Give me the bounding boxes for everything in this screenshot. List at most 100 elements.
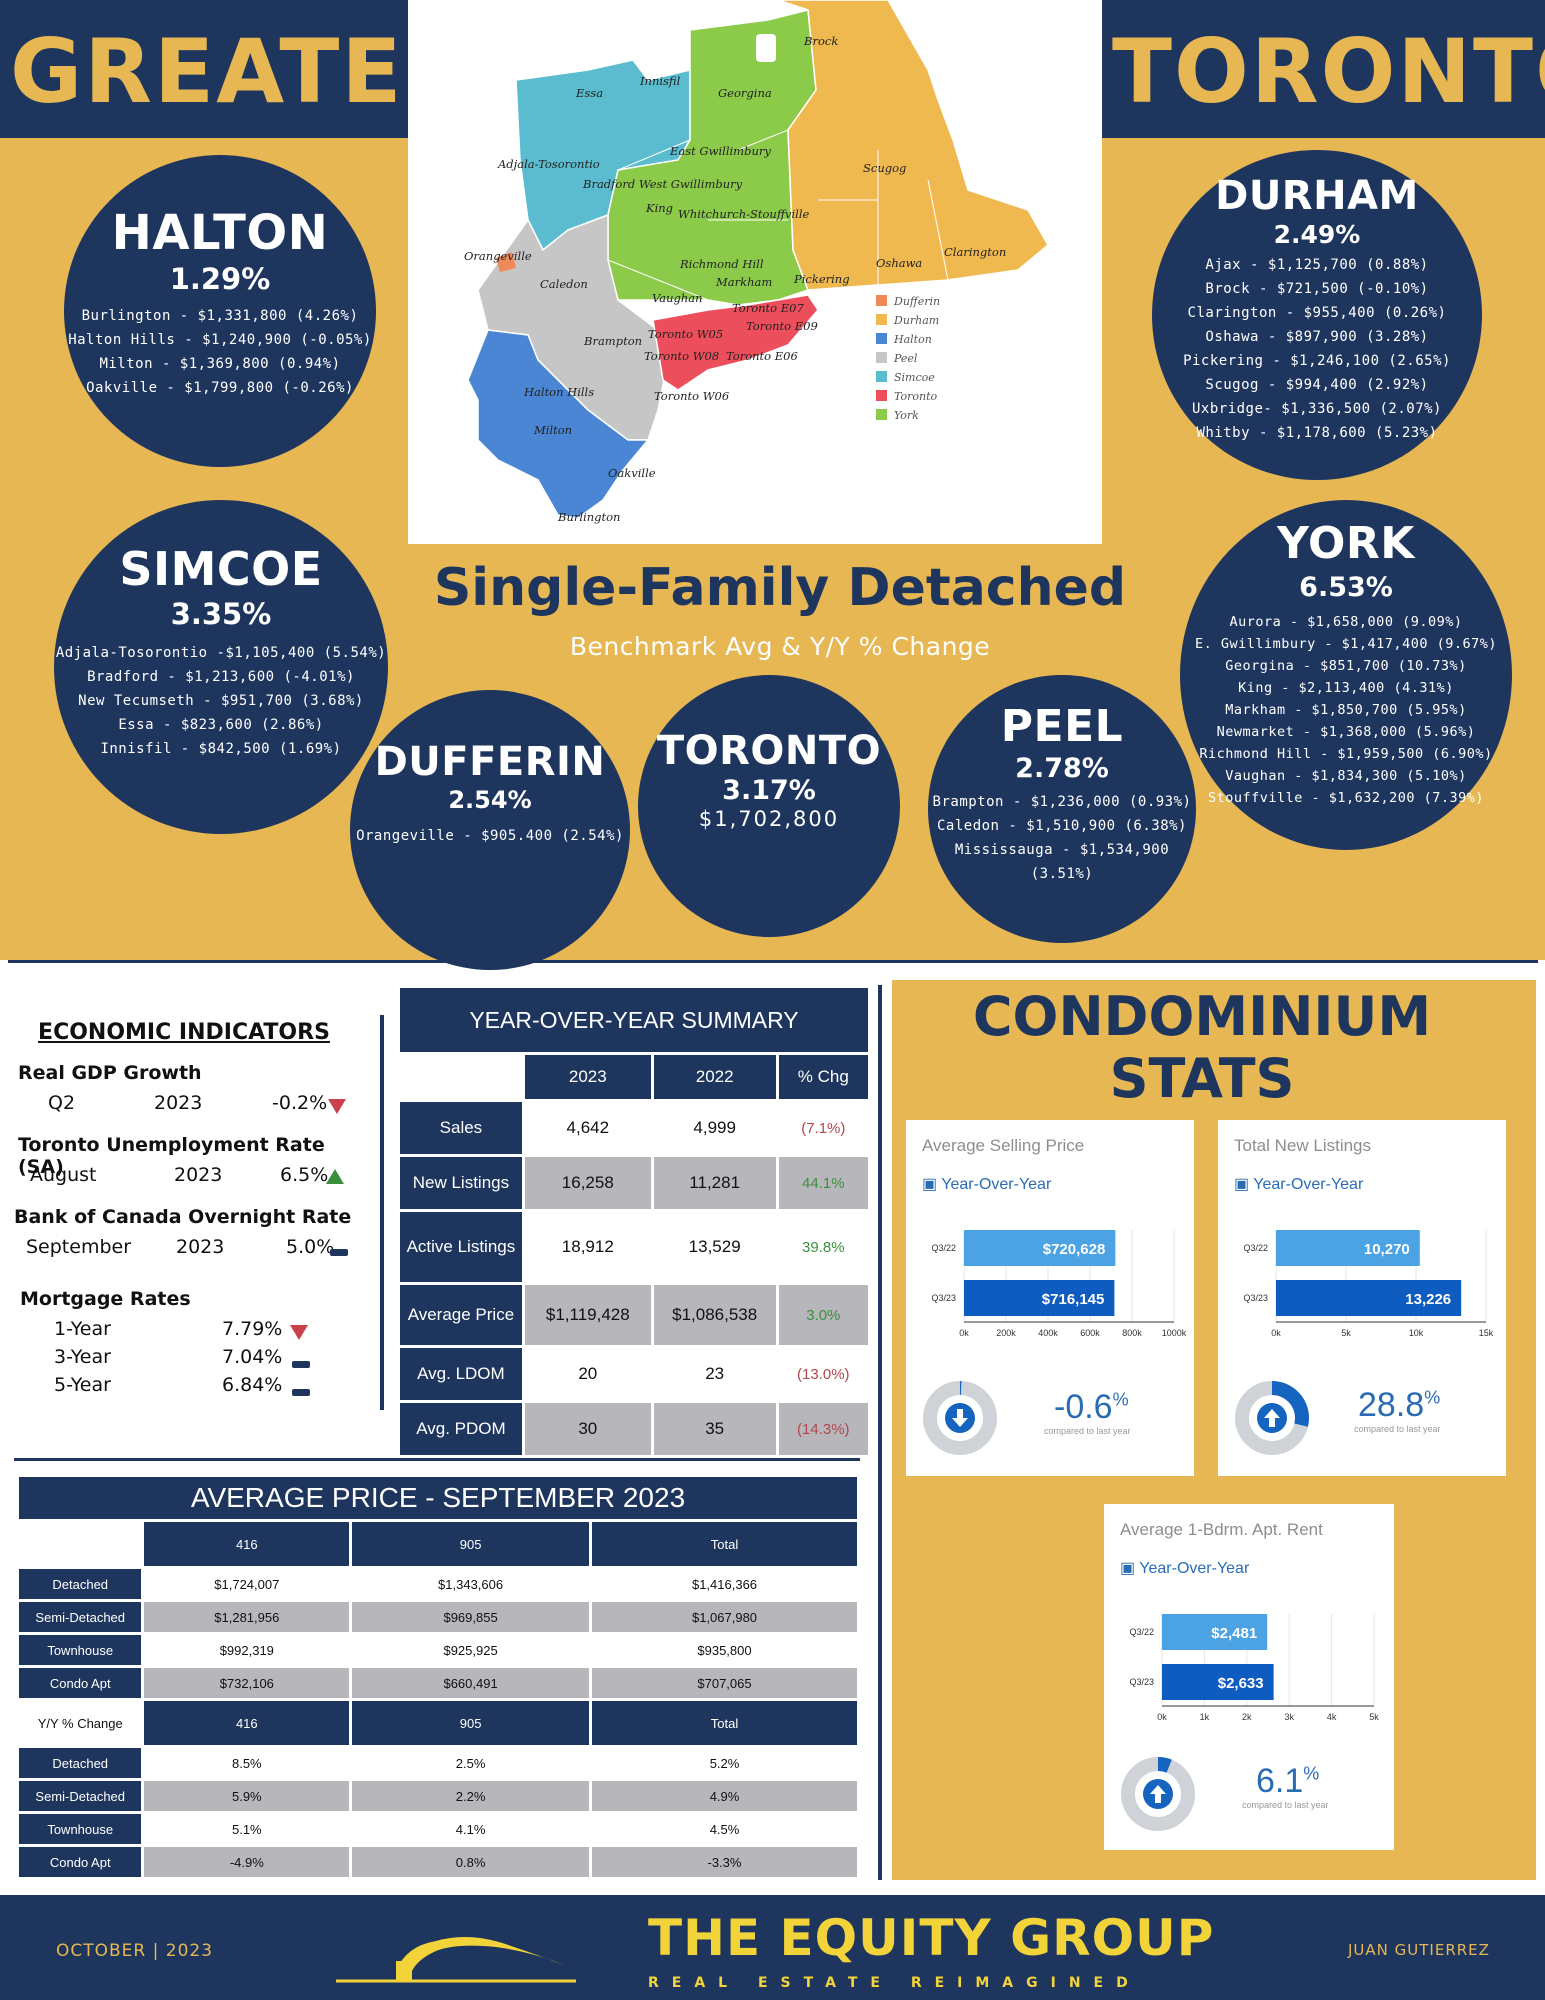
table-row: Avg. LDOM 20 23 (13.0%) [400, 1348, 868, 1400]
unemp-value: 6.5% [280, 1164, 329, 1186]
condo-stats-panel: CONDOMINIUM STATS Average Selling Price … [892, 980, 1536, 1880]
avg-cell: $969,855 [352, 1602, 590, 1632]
yy-cell: 2.2% [352, 1781, 590, 1811]
axis-tick-label: 800k [1122, 1328, 1142, 1338]
economic-indicators: ECONOMIC INDICATORS Real GDP Growth Q2 2… [14, 1020, 354, 1420]
avg-title: AVERAGE PRICE - SEPTEMBER 2023 [19, 1477, 857, 1519]
table-row: Detached $1,724,007 $1,343,606 $1,416,36… [19, 1569, 857, 1599]
map-label-whitchurch: Whitchurch-Stouffville [678, 207, 810, 221]
map-label-orangeville: Orangeville [464, 249, 532, 263]
boc-label: Bank of Canada Overnight Rate [14, 1206, 352, 1228]
legend-swatch [876, 333, 887, 344]
map-region-toronto [652, 294, 819, 391]
bar-value-label: $720,628 [1043, 1241, 1106, 1258]
bar [1162, 1614, 1268, 1650]
rent-yoy-label: Year-Over-Year [1139, 1560, 1250, 1577]
avg-col-header: 905 [352, 1522, 590, 1566]
map-label-vaughan: Vaughan [652, 291, 703, 305]
asp-bar-chart: 0k 200k 400k 600k 800k 1000k Q3/22 $720,628 Q3/2… [931, 1230, 1187, 1338]
durham-circle: DURHAM 2.49% Ajax - $1,125,700 (0.88%) B… [1152, 150, 1482, 480]
arrow-down-icon-glyph [952, 1409, 968, 1427]
legend-label: Halton [893, 333, 932, 346]
legend-swatch [876, 295, 887, 306]
york-line: King - $2,113,400 (4.31%) [1238, 680, 1454, 696]
map-label-burlington: Burlington [557, 510, 620, 524]
table-row: Detached 8.5% 2.5% 5.2% [19, 1748, 857, 1778]
yoy-cell: (13.0%) [778, 1348, 868, 1400]
map-label-caledon: Caledon [540, 277, 588, 291]
map-label-adjala: Adjala-Tosorontio [497, 157, 600, 171]
calendar-icon: ▣ [1120, 1560, 1140, 1577]
legend-label: Dufferin [893, 295, 940, 308]
down-arrow-icon [328, 1096, 346, 1115]
dufferin-name: DUFFERIN [374, 739, 606, 785]
axis-tick-label: 4k [1327, 1712, 1337, 1722]
avg-cell: $992,319 [144, 1635, 350, 1665]
halton-line: Halton Hills - $1,240,900 (-0.05%) [68, 332, 372, 348]
avg-col-header: Total [592, 1701, 857, 1745]
durham-line: Uxbridge- $1,336,500 (2.07%) [1191, 401, 1442, 417]
avg-cell: $707,065 [592, 1668, 857, 1698]
york-line: Aurora - $1,658,000 (9.09%) [1229, 614, 1463, 630]
toronto-pct: 3.17% [722, 775, 816, 806]
map-label-toronto-w08: Toronto W08 [644, 349, 719, 363]
simcoe-line: Adjala-Tosorontio -$1,105,400 (5.54%) [55, 645, 387, 661]
rent-card: Average 1-Bdrm. Apt. Rent ▣ Year-Over-Ye… [1104, 1504, 1394, 1850]
table-row: Townhouse $992,319 $925,925 $935,800 [19, 1635, 857, 1665]
peel-line: Brampton - $1,236,000 (0.93%) [932, 794, 1192, 810]
gauge-fill [1271, 1381, 1309, 1427]
halton-line: Burlington - $1,331,800 (4.26%) [81, 308, 359, 324]
table-row: Semi-Detached $1,281,956 $969,855 $1,067… [19, 1602, 857, 1632]
yoy-cell: 18,912 [524, 1212, 651, 1282]
asp-compared: compared to last year [1044, 1426, 1131, 1436]
york-name: YORK [1277, 518, 1415, 569]
bar [1162, 1664, 1274, 1700]
axis-tick-label: 1k [1200, 1712, 1210, 1722]
axis-tick-label: 2k [1242, 1712, 1252, 1722]
house-roof-logo-icon [336, 1937, 576, 1983]
halton-circle: HALTON 1.29% Burlington - $1,331,800 (4.… [64, 155, 376, 467]
asp-card-title: Average Selling Price [922, 1136, 1085, 1155]
avg-col-header: 416 [144, 1701, 350, 1745]
avg-col-header: 905 [352, 1701, 590, 1745]
greater-title: GREATER [10, 20, 474, 123]
avg-row-label: Condo Apt [19, 1668, 142, 1698]
gdp-year: 2023 [154, 1092, 203, 1114]
halton-line: Milton - $1,369,800 (0.94%) [99, 356, 341, 372]
yy-cell: 5.2% [592, 1748, 857, 1778]
yy-row-label: Semi-Detached [19, 1781, 142, 1811]
york-line: Georgina - $851,700 (10.73%) [1225, 658, 1467, 674]
york-line: E. Gwillimbury - $1,417,400 (9.67%) [1195, 636, 1497, 652]
rent-card-title: Average 1-Bdrm. Apt. Rent [1120, 1520, 1323, 1539]
yy-label: Y/Y % Change [19, 1701, 142, 1745]
bar [1276, 1230, 1420, 1266]
durham-line: Whitby - $1,178,600 (5.23%) [1196, 425, 1438, 441]
map-label-brampton: Brampton [583, 334, 642, 348]
simcoe-circle: SIMCOE 3.35% Adjala-Tosorontio -$1,105,4… [54, 500, 388, 834]
map-label-toronto-e06: Toronto E06 [726, 349, 798, 363]
map-label-toronto-w05: Toronto W05 [648, 327, 723, 341]
mortgage-rate: 6.84% [222, 1374, 283, 1396]
calendar-icon: ▣ [922, 1176, 942, 1193]
map-label-richmond-hill: Richmond Hill [679, 257, 764, 271]
tnl-yoy-label: Year-Over-Year [1253, 1176, 1364, 1193]
bar-category-label: Q3/22 [1129, 1627, 1154, 1637]
avg-cell: $935,800 [592, 1635, 857, 1665]
asp-yoy-label: Year-Over-Year [941, 1176, 1052, 1193]
durham-line: Scugog - $994,400 (2.92%) [1205, 377, 1429, 393]
map-label-east-gwillimbury: East Gwillimbury [669, 144, 771, 158]
rent-pct-sign: % [1303, 1763, 1320, 1784]
map-region-dufferin [496, 252, 516, 272]
avg-cell: $925,925 [352, 1635, 590, 1665]
halton-pct: 1.29% [169, 262, 271, 296]
vertical-divider [380, 1015, 384, 1410]
peel-circle: PEEL 2.78% Brampton - $1,236,000 (0.93%)… [928, 675, 1196, 943]
econ-heading: ECONOMIC INDICATORS [38, 1020, 330, 1045]
axis-tick-label: 600k [1080, 1328, 1100, 1338]
map-label-brock: Brock [803, 34, 838, 48]
yoy-cell: 44.1% [778, 1157, 868, 1209]
bar-value-label: 13,226 [1405, 1291, 1451, 1308]
asp-pct-sign: % [1112, 1389, 1129, 1410]
mortgage-rate: 7.04% [222, 1346, 283, 1368]
boc-period: September [26, 1236, 132, 1258]
